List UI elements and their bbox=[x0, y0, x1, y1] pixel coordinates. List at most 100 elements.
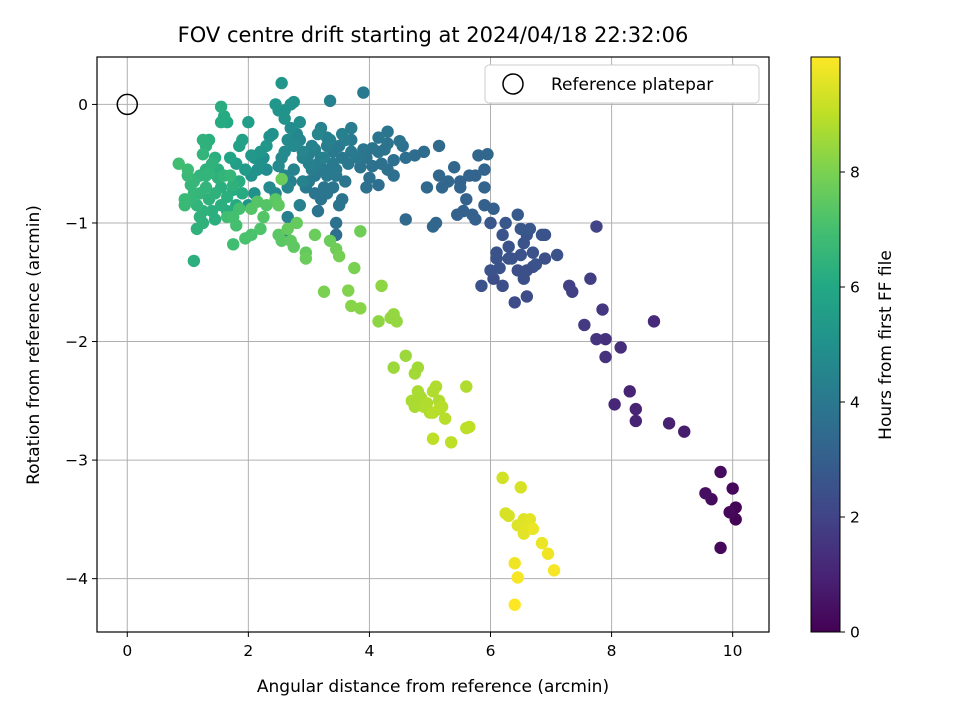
data-point bbox=[590, 332, 603, 346]
data-point bbox=[281, 210, 294, 224]
data-point bbox=[490, 252, 503, 265]
data-point bbox=[305, 139, 319, 153]
data-point bbox=[233, 202, 246, 215]
y-tick-label: −3 bbox=[65, 452, 88, 470]
data-point bbox=[260, 198, 273, 212]
data-point bbox=[342, 157, 355, 170]
colorbar-tick-label: 8 bbox=[850, 164, 860, 182]
colorbar: 0 2 4 6 8 Hours from first FF file bbox=[810, 56, 896, 642]
data-point bbox=[460, 380, 473, 393]
data-point bbox=[517, 527, 531, 540]
reference-platepar-marker bbox=[116, 93, 139, 116]
data-point bbox=[526, 246, 540, 259]
data-point bbox=[363, 171, 376, 185]
data-point bbox=[662, 417, 676, 430]
data-point bbox=[508, 598, 521, 611]
data-point bbox=[329, 216, 343, 230]
data-point bbox=[372, 178, 385, 192]
data-point bbox=[502, 509, 515, 523]
data-point bbox=[387, 308, 400, 321]
data-point bbox=[432, 139, 446, 153]
data-point bbox=[230, 219, 243, 232]
data-point bbox=[714, 541, 727, 555]
data-point bbox=[296, 175, 310, 188]
data-point bbox=[714, 465, 727, 479]
data-point bbox=[399, 349, 412, 362]
data-point bbox=[523, 222, 537, 236]
data-point bbox=[172, 157, 185, 170]
data-point bbox=[460, 421, 473, 435]
data-point bbox=[227, 238, 240, 251]
plot-background bbox=[97, 57, 769, 632]
data-point bbox=[420, 181, 434, 194]
data-point bbox=[538, 252, 552, 265]
data-point bbox=[308, 228, 322, 242]
data-point bbox=[329, 163, 343, 176]
data-point bbox=[181, 163, 195, 176]
data-point bbox=[223, 151, 237, 164]
x-tick-label: 0 bbox=[122, 642, 132, 660]
data-point bbox=[263, 130, 276, 143]
data-point bbox=[614, 341, 627, 354]
data-point bbox=[257, 210, 270, 224]
data-point bbox=[293, 198, 307, 212]
data-point bbox=[535, 536, 549, 550]
data-point bbox=[444, 436, 458, 449]
data-point bbox=[435, 181, 449, 194]
colorbar-gradient bbox=[810, 56, 841, 633]
data-point bbox=[348, 261, 361, 275]
x-tick-label: 6 bbox=[486, 642, 496, 660]
data-point bbox=[487, 202, 500, 215]
data-point bbox=[187, 254, 201, 268]
data-point bbox=[432, 169, 446, 182]
data-point bbox=[190, 222, 204, 236]
data-point bbox=[290, 216, 303, 230]
data-point bbox=[629, 402, 643, 416]
data-point bbox=[308, 187, 322, 200]
data-point bbox=[466, 208, 479, 221]
data-point bbox=[478, 163, 491, 176]
data-point bbox=[332, 249, 346, 263]
data-point bbox=[269, 98, 282, 111]
x-axis-ticks: 0 2 4 6 8 10 bbox=[122, 632, 743, 660]
colorbar-tick-label: 0 bbox=[850, 624, 860, 642]
data-point bbox=[214, 198, 228, 212]
data-point bbox=[335, 193, 349, 206]
data-point bbox=[460, 193, 473, 206]
data-point bbox=[526, 522, 540, 536]
data-point bbox=[360, 181, 373, 194]
legend-marker-reference bbox=[502, 73, 524, 95]
data-point bbox=[496, 279, 509, 293]
data-point bbox=[293, 116, 307, 129]
data-point bbox=[287, 139, 300, 153]
colorbar-tick-label: 4 bbox=[850, 394, 860, 412]
data-point bbox=[345, 121, 358, 135]
data-point bbox=[647, 315, 661, 328]
data-point bbox=[599, 350, 612, 364]
data-point bbox=[245, 149, 258, 162]
data-point bbox=[411, 361, 425, 374]
data-point bbox=[242, 116, 255, 129]
data-point bbox=[345, 145, 358, 159]
y-tick-label: 0 bbox=[78, 96, 88, 114]
data-point bbox=[484, 216, 497, 230]
data-point bbox=[275, 172, 288, 186]
data-point bbox=[596, 303, 609, 316]
y-tick-label: −4 bbox=[65, 570, 88, 588]
legend-box bbox=[484, 64, 760, 104]
data-point bbox=[381, 125, 394, 138]
data-point bbox=[339, 175, 352, 188]
data-point bbox=[272, 198, 285, 212]
data-point bbox=[227, 178, 240, 192]
data-point bbox=[263, 181, 276, 194]
colorbar-label: Hours from first FF file bbox=[876, 250, 896, 440]
colorbar-tick-label: 6 bbox=[850, 279, 860, 297]
data-point bbox=[508, 296, 521, 309]
y-axis-label: Rotation from reference (arcmin) bbox=[24, 205, 44, 485]
data-point bbox=[387, 153, 400, 167]
data-point bbox=[523, 513, 537, 526]
data-point bbox=[335, 127, 349, 141]
data-point bbox=[372, 315, 385, 328]
data-point bbox=[214, 100, 228, 113]
data-point bbox=[454, 175, 467, 188]
